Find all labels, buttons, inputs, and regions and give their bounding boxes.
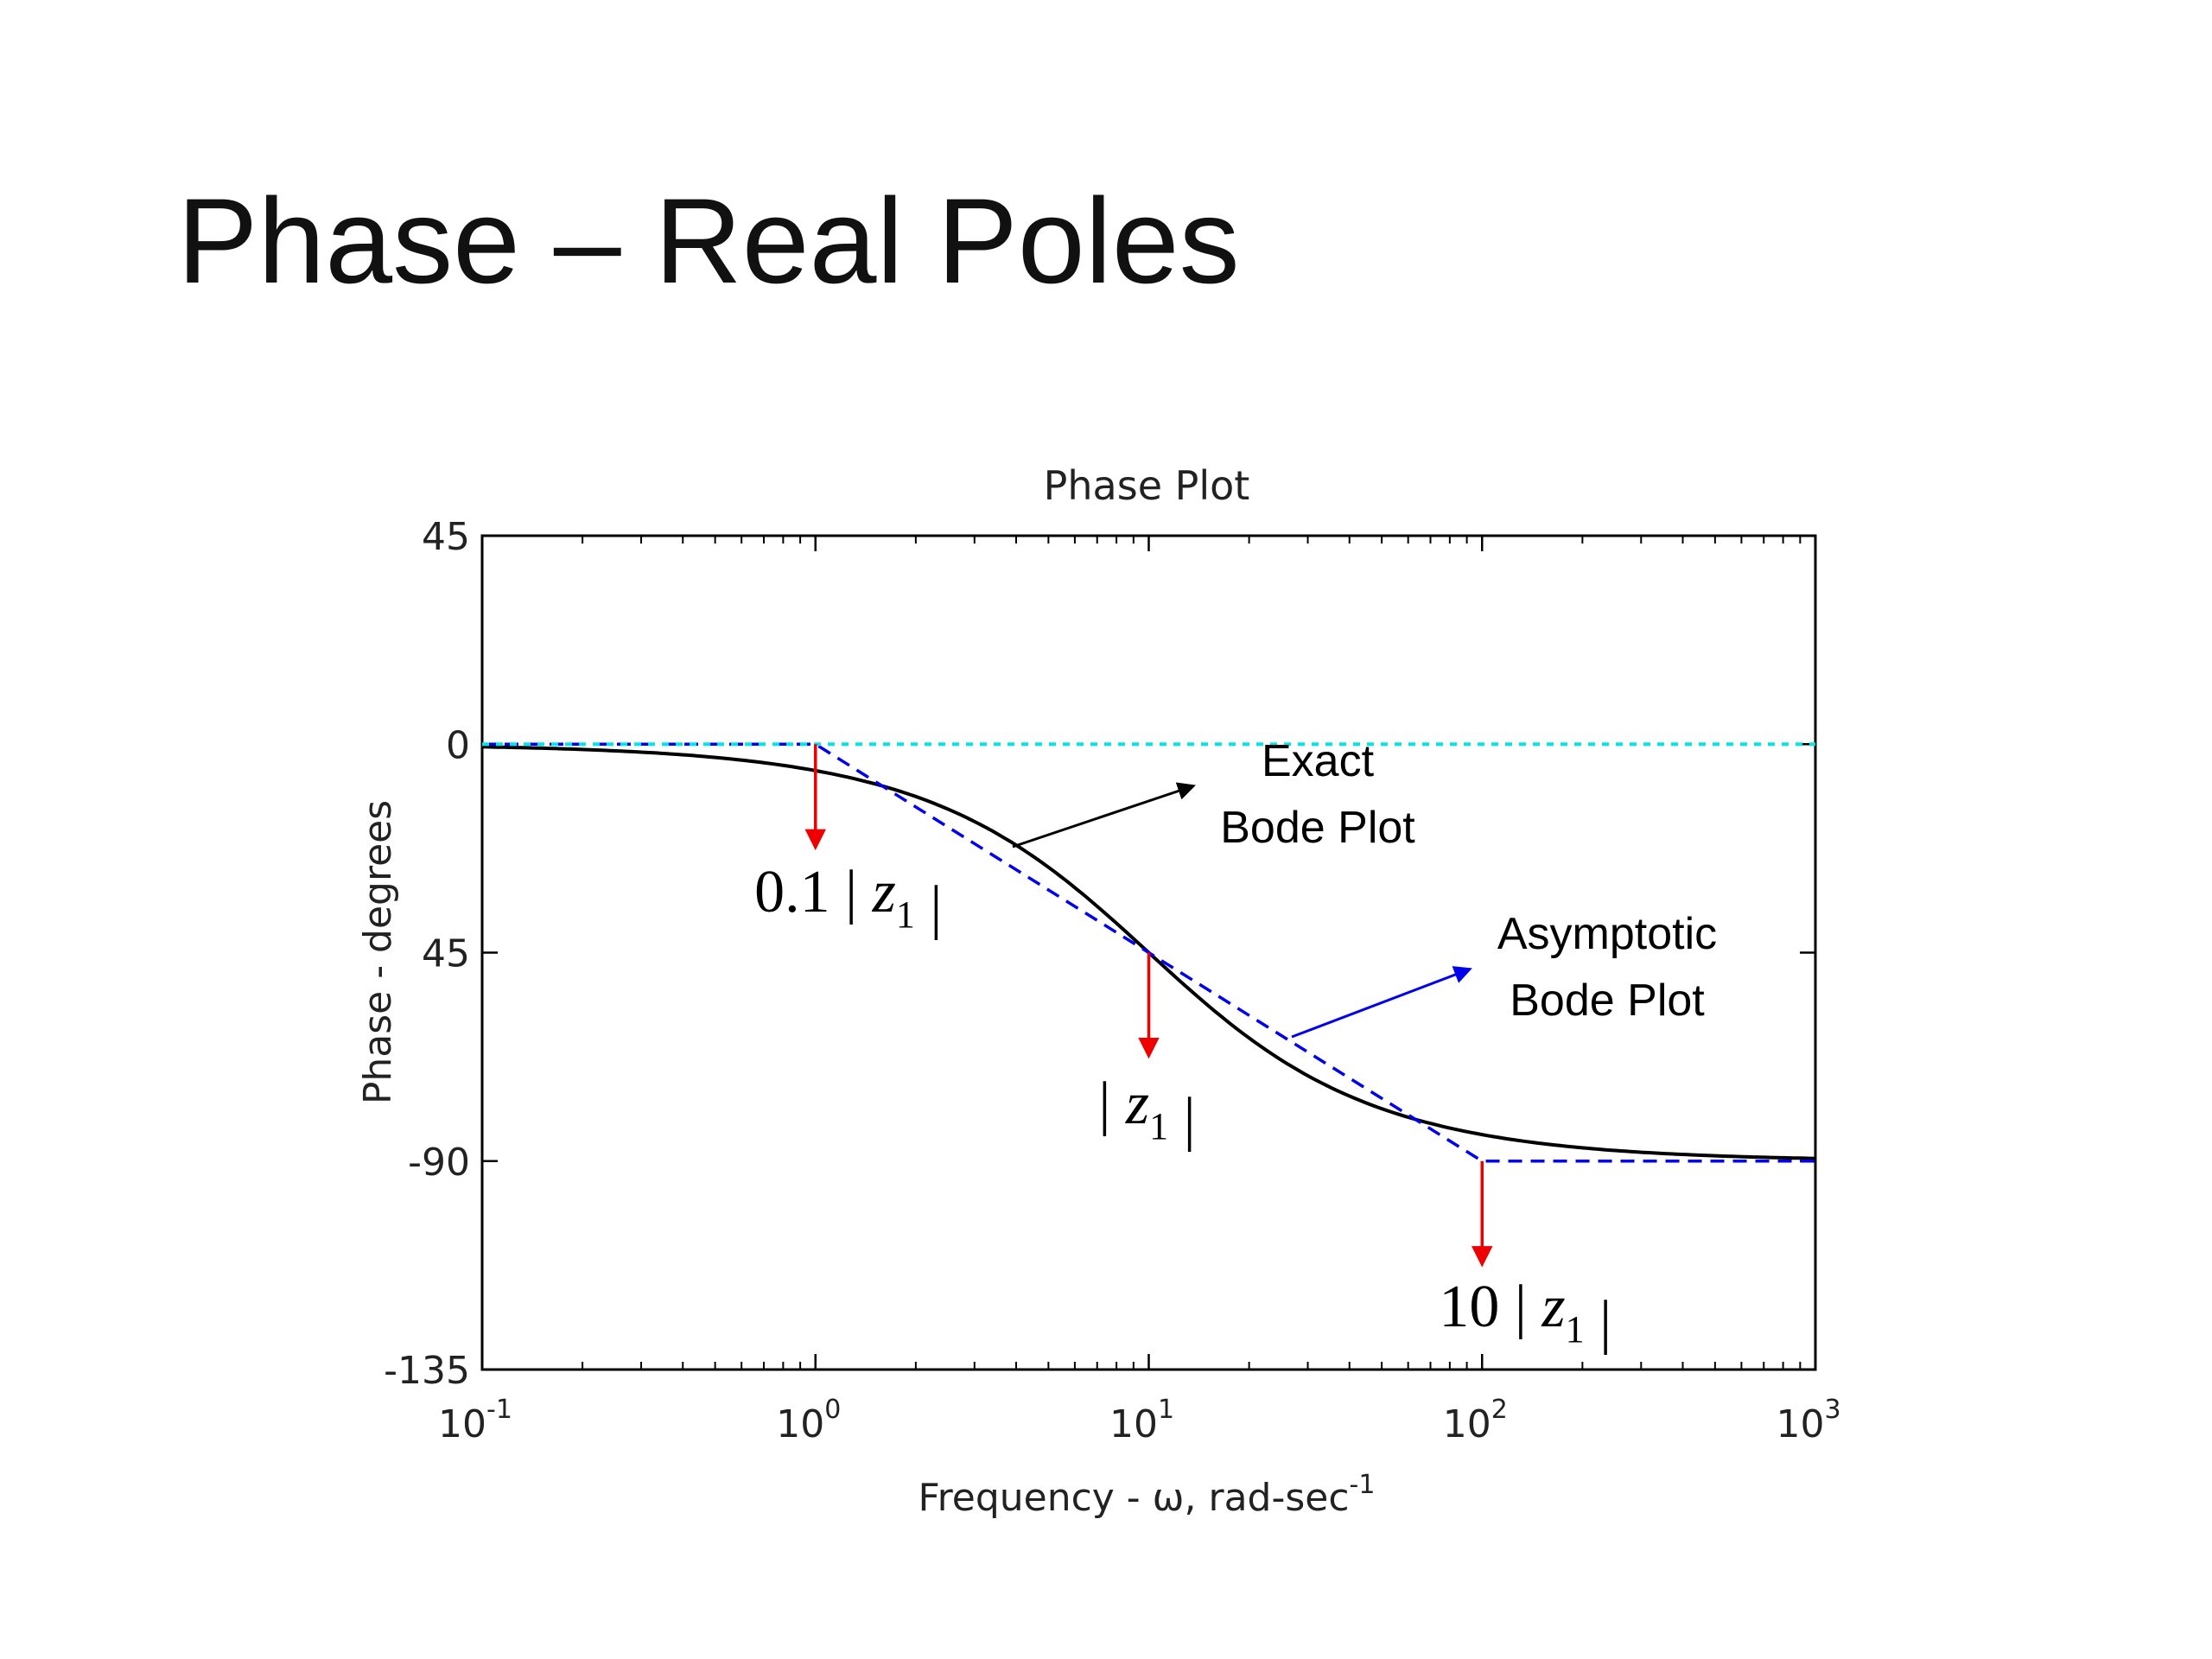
x-tick-label: 101 — [1109, 1395, 1174, 1446]
frequency-markers: 0.1 | z1 | | z1 |10 | z1 | — [754, 744, 1611, 1356]
annotations: Exact Bode Plot Asymptotic Bode Plot — [1012, 736, 1717, 1039]
x-tick-label: 102 — [1443, 1395, 1508, 1446]
marker-text-part: | — [830, 859, 873, 925]
y-tick-label: -135 — [384, 1349, 470, 1393]
marker-subscript: 1 — [896, 893, 915, 936]
frequency-marker-label: | z1 | — [1098, 1071, 1195, 1153]
marker-text-part: | — [1098, 1071, 1126, 1137]
x-tick-label-base: 10 — [776, 1402, 824, 1446]
marker-subscript: 1 — [1566, 1308, 1585, 1351]
marker-text-part: 0.1 — [754, 859, 830, 925]
x-tick-label-base: 10 — [1776, 1402, 1824, 1446]
exact-pointer-arrow — [1012, 782, 1196, 849]
slide-title: Phase – Real Poles — [177, 173, 1240, 308]
y-tick-label: -90 — [408, 1141, 470, 1185]
x-axis-label-text: Frequency - ω, rad-sec — [918, 1476, 1350, 1520]
x-tick-label: 100 — [776, 1395, 841, 1446]
marker-variable: z — [872, 859, 896, 925]
axis-ticks — [480, 534, 1817, 1371]
x-tick-label-base: 10 — [1109, 1402, 1158, 1446]
x-tick-label-exponent: 1 — [1158, 1395, 1174, 1425]
y-tick-label: 0 — [446, 723, 470, 767]
x-tick-label-base: 10 — [1443, 1402, 1491, 1446]
marker-text-part: | — [1168, 1086, 1196, 1153]
x-tick-label-exponent: 2 — [1491, 1395, 1508, 1425]
frequency-marker-label: 10 | z1 | — [1439, 1274, 1611, 1356]
x-tick-label: 103 — [1776, 1395, 1840, 1446]
y-tick-label: 45 — [422, 932, 470, 976]
x-tick-label-exponent: -1 — [486, 1395, 512, 1425]
x-tick-label: 10-1 — [438, 1395, 512, 1446]
y-axis-label: Phase - degrees — [356, 800, 400, 1104]
y-tick-label: 45 — [422, 515, 470, 559]
x-axis-label: Frequency - ω, rad-sec-1 — [918, 1470, 1376, 1520]
x-tick-label-exponent: 0 — [824, 1395, 841, 1425]
x-tick-label-exponent: 3 — [1824, 1395, 1840, 1425]
marker-text-part: | — [915, 874, 943, 941]
asymptotic-pointer-arrow — [1291, 966, 1472, 1039]
x-tick-label-base: 10 — [438, 1402, 486, 1446]
marker-subscript: 1 — [1149, 1105, 1168, 1147]
marker-text-part: | — [1585, 1289, 1612, 1356]
asymptotic-label-line1: Asymptotic — [1497, 909, 1717, 959]
exact-label-line1: Exact — [1262, 736, 1375, 786]
asymptotic-label-line2: Bode Plot — [1510, 976, 1705, 1026]
exact-label-line2: Bode Plot — [1220, 803, 1415, 853]
marker-text-part: | — [1499, 1274, 1541, 1340]
chart-title: Phase Plot — [1044, 462, 1250, 509]
x-axis-label-superscript: -1 — [1350, 1470, 1376, 1500]
marker-text-part: 10 — [1439, 1274, 1499, 1340]
marker-variable: z — [1541, 1274, 1565, 1340]
frequency-marker-label: 0.1 | z1 | — [754, 859, 942, 941]
marker-variable: z — [1125, 1071, 1149, 1137]
